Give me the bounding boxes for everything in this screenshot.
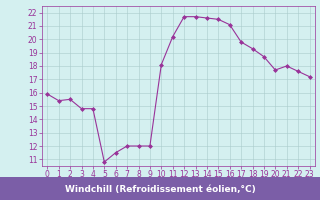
Text: Windchill (Refroidissement éolien,°C): Windchill (Refroidissement éolien,°C) — [65, 185, 255, 194]
